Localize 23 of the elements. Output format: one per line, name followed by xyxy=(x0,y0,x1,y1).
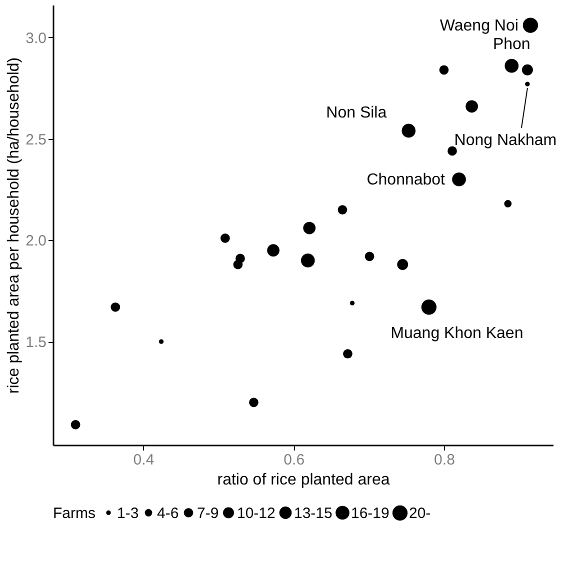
x-axis-title: ratio of rice planted area xyxy=(217,472,390,488)
legend-label: 7-9 xyxy=(197,504,219,522)
annotation: Waeng Noi xyxy=(440,17,518,34)
x-tick-label: 0.4 xyxy=(133,452,154,468)
annotation: Nong Nakham xyxy=(454,132,557,150)
annotation: Non Sila xyxy=(326,104,387,122)
legend-label: 1-3 xyxy=(117,504,139,522)
y-axis-title: rice planted area per household (ha/household) xyxy=(6,57,23,394)
legend-title: Farms xyxy=(53,505,96,522)
legend-label: 4-6 xyxy=(157,504,179,522)
y-tick-label: 2.0 xyxy=(26,232,46,250)
legend-label: 13-15 xyxy=(294,504,332,522)
y-tick-label: 1.5 xyxy=(26,334,46,352)
y-tick-label: 2.5 xyxy=(26,131,46,148)
legend-label: 10-12 xyxy=(237,504,276,522)
x-tick-label: 0.6 xyxy=(284,452,305,468)
annotation: Chonnabot xyxy=(366,171,446,188)
legend-label: 16-19 xyxy=(351,504,390,522)
annotation: Phon xyxy=(492,36,530,53)
legend-label: 20- xyxy=(409,505,431,522)
annotation: Muang Khon Kaen xyxy=(390,325,524,342)
x-tick-label: 0.8 xyxy=(434,452,455,468)
y-tick-label: 3.0 xyxy=(26,30,46,47)
